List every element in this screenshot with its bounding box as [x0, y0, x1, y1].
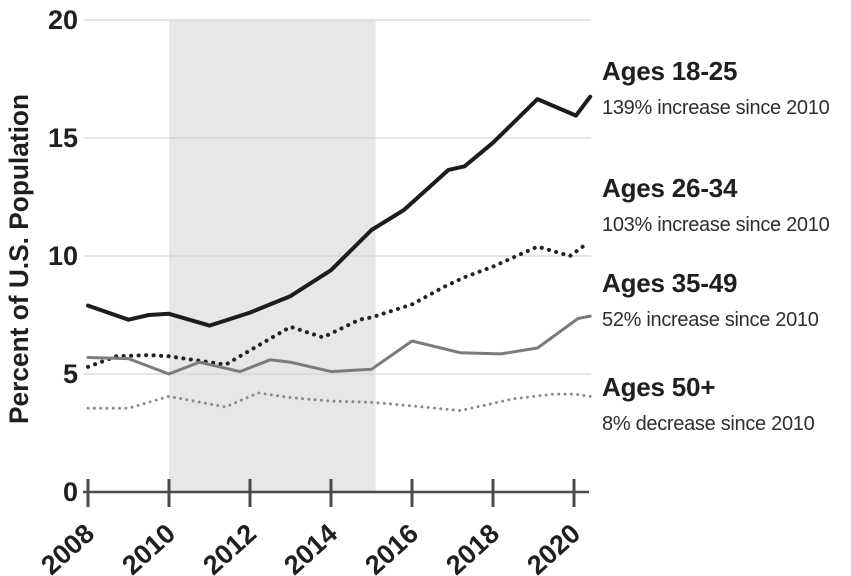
- series-line-ages-26-34: [86, 242, 589, 369]
- x-tick-label-2018: 2018: [440, 518, 505, 576]
- x-tick-label-2008: 2008: [35, 518, 100, 576]
- x-tick-label-2010: 2010: [116, 518, 181, 576]
- x-tick-label-2014: 2014: [278, 518, 343, 576]
- y-tick-label-0: 0: [63, 477, 78, 507]
- y-tick-label-20: 20: [48, 5, 78, 35]
- x-tick-label-2020: 2020: [521, 518, 586, 576]
- y-tick-label-5: 5: [63, 359, 78, 389]
- x-tick-label-2012: 2012: [197, 518, 262, 576]
- y-tick-label-15: 15: [48, 123, 78, 153]
- series-line-ages-18-25: [86, 94, 593, 328]
- x-tick-label-2016: 2016: [359, 518, 424, 576]
- y-tick-label-10: 10: [48, 241, 78, 271]
- series-line-ages-50-: [86, 391, 592, 413]
- y-axis-title: Percent of U.S. Population: [4, 94, 34, 424]
- series-line-ages-35-49: [86, 314, 592, 376]
